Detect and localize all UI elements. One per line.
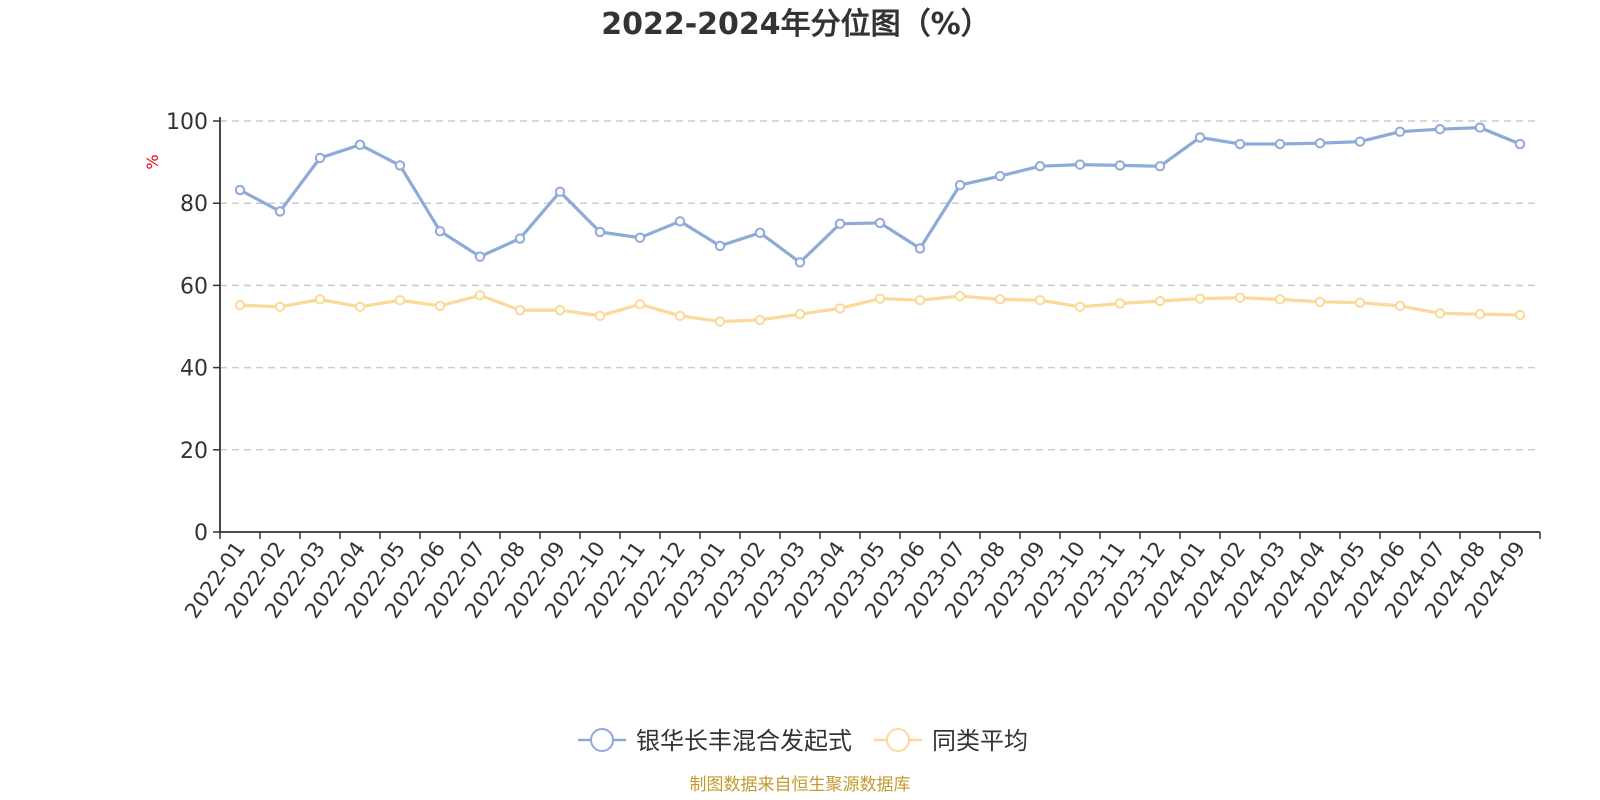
data-point[interactable]	[954, 290, 966, 302]
data-point[interactable]	[1234, 138, 1246, 150]
data-point[interactable]	[714, 316, 726, 327]
series-line	[239, 125, 1521, 264]
data-point[interactable]	[514, 233, 526, 244]
data-point[interactable]	[1474, 122, 1486, 133]
data-point[interactable]	[714, 240, 726, 252]
legend-marker	[590, 728, 614, 752]
data-point[interactable]	[1034, 294, 1046, 306]
data-point[interactable]	[1274, 294, 1286, 305]
data-point[interactable]	[594, 310, 606, 322]
data-point[interactable]	[234, 299, 246, 311]
data-point[interactable]	[794, 257, 806, 268]
data-point[interactable]	[674, 216, 686, 227]
data-point[interactable]	[1074, 159, 1086, 170]
legend-item-0[interactable]: 银华长丰混合发起式	[578, 727, 852, 755]
data-point[interactable]	[1114, 298, 1126, 309]
data-point[interactable]	[1474, 308, 1486, 320]
data-point[interactable]	[1314, 137, 1326, 149]
data-point[interactable]	[874, 217, 886, 229]
series-0	[234, 122, 1526, 268]
data-point[interactable]	[1314, 296, 1326, 308]
data-point[interactable]	[874, 293, 886, 304]
data-point[interactable]	[394, 294, 406, 306]
series-1	[234, 290, 1526, 327]
legend-marker	[886, 728, 910, 752]
data-point[interactable]	[1394, 300, 1406, 312]
data-point[interactable]	[394, 160, 406, 171]
data-point[interactable]	[1434, 308, 1446, 319]
data-point[interactable]	[754, 227, 766, 238]
data-point[interactable]	[1354, 136, 1366, 147]
legend: 银华长丰混合发起式 同类平均	[578, 727, 1028, 755]
data-point[interactable]	[354, 301, 366, 312]
y-axis-unit: %	[143, 154, 162, 169]
data-point[interactable]	[434, 225, 446, 237]
data-point[interactable]	[634, 299, 646, 310]
data-point[interactable]	[274, 301, 286, 312]
data-point[interactable]	[1154, 295, 1166, 307]
data-point[interactable]	[674, 310, 686, 322]
chart-title: 2022-2024年分位图（%）	[601, 7, 991, 42]
data-point[interactable]	[234, 184, 246, 196]
y-tick-label: 20	[180, 439, 208, 464]
data-point[interactable]	[914, 294, 926, 306]
data-point[interactable]	[1434, 124, 1446, 135]
data-point[interactable]	[314, 294, 326, 305]
data-point[interactable]	[914, 243, 926, 254]
data-point[interactable]	[1154, 161, 1166, 172]
data-point[interactable]	[1234, 292, 1246, 303]
y-tick-label: 40	[180, 357, 208, 382]
legend-label: 同类平均	[932, 727, 1028, 755]
data-point[interactable]	[554, 186, 566, 197]
data-point[interactable]	[834, 218, 846, 229]
data-point[interactable]	[274, 206, 286, 217]
data-point[interactable]	[994, 294, 1006, 305]
data-point[interactable]	[354, 139, 366, 151]
data-point[interactable]	[1514, 309, 1526, 321]
data-point[interactable]	[1114, 160, 1126, 171]
data-point[interactable]	[1034, 161, 1046, 172]
gridlines	[220, 120, 1540, 451]
data-point[interactable]	[834, 303, 846, 314]
data-point[interactable]	[994, 170, 1006, 182]
data-point[interactable]	[1274, 138, 1286, 150]
data-point[interactable]	[474, 290, 486, 301]
series-lines	[234, 122, 1526, 327]
data-point[interactable]	[514, 304, 526, 316]
data-point[interactable]	[474, 251, 486, 262]
data-point[interactable]	[314, 152, 326, 164]
data-point[interactable]	[1394, 126, 1406, 137]
data-point[interactable]	[1194, 293, 1206, 304]
data-point[interactable]	[954, 179, 966, 191]
data-point[interactable]	[794, 308, 806, 320]
data-point[interactable]	[634, 232, 646, 243]
axes: 0204060801002022-012022-022022-032022-04…	[166, 110, 1541, 623]
y-tick-label: 60	[180, 274, 208, 299]
data-point[interactable]	[554, 304, 566, 316]
source-note: 制图数据来自恒生聚源数据库	[690, 775, 911, 795]
y-tick-label: 0	[194, 521, 208, 546]
data-point[interactable]	[434, 300, 446, 312]
legend-item-1[interactable]: 同类平均	[874, 727, 1028, 755]
data-point[interactable]	[754, 314, 766, 326]
data-point[interactable]	[1354, 297, 1366, 308]
data-point[interactable]	[1074, 301, 1086, 312]
y-tick-label: 100	[166, 110, 208, 135]
data-point[interactable]	[1194, 132, 1206, 143]
data-point[interactable]	[594, 226, 606, 238]
y-tick-label: 80	[180, 192, 208, 217]
legend-label: 银华长丰混合发起式	[636, 727, 852, 755]
data-point[interactable]	[1514, 138, 1526, 150]
